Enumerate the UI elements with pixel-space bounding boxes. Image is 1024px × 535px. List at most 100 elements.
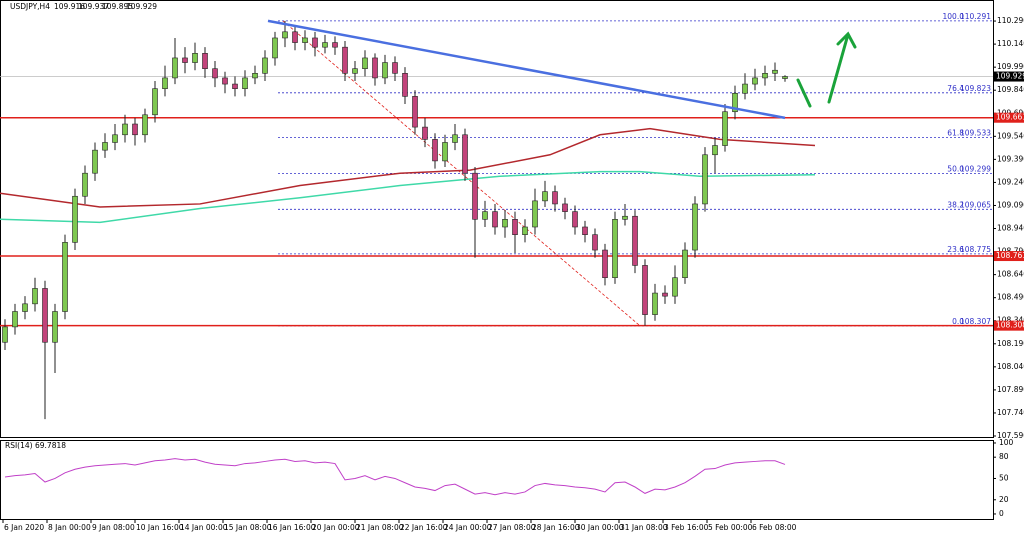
candle-body xyxy=(142,114,148,136)
symbol-title: USDJPY,H4 xyxy=(10,2,50,11)
candle-body xyxy=(782,76,788,79)
candle-body xyxy=(722,111,728,146)
arrow-up xyxy=(827,36,849,104)
fib-level: 38.2 xyxy=(947,200,964,209)
candle-body xyxy=(62,242,68,312)
candle-body xyxy=(82,172,88,197)
candle-body xyxy=(122,123,128,136)
candle-body xyxy=(662,292,668,297)
level-tag xyxy=(994,112,1024,123)
candle-body xyxy=(472,172,478,220)
y-tick-label: 109.390 xyxy=(997,154,1024,163)
candle-body xyxy=(732,92,738,113)
candle-body xyxy=(582,226,588,235)
candle-body xyxy=(692,203,698,251)
candle-body xyxy=(52,311,58,343)
candle-body xyxy=(272,37,278,59)
candle-body xyxy=(12,311,18,328)
rsi-tick-label: 50 xyxy=(999,473,1009,482)
moving-average xyxy=(0,127,816,208)
rsi-panel xyxy=(0,440,994,520)
rsi-tick-label: 0 xyxy=(999,509,1004,518)
x-tick-label: 8 Jan 00:00 xyxy=(48,523,91,532)
candle-body xyxy=(242,77,248,89)
candle-body xyxy=(642,265,648,315)
current-price-tag xyxy=(994,71,1024,82)
candle-body xyxy=(412,96,418,128)
candle-body xyxy=(42,288,48,343)
x-tick-label: 22 Jan 16:00 xyxy=(400,523,448,532)
candle-body xyxy=(772,69,778,74)
level-tag-label: 108.308 xyxy=(996,321,1024,330)
y-tick-label: 109.240 xyxy=(997,177,1024,186)
x-tick-label: 6 Jan 2020 xyxy=(4,523,44,532)
candle-body xyxy=(452,134,458,143)
candle-body xyxy=(162,77,168,89)
candle-body xyxy=(102,142,108,151)
x-tick-label: 5 Feb 00:00 xyxy=(708,523,753,532)
rsi-tick-label: 80 xyxy=(999,452,1009,461)
y-tick-label: 109.840 xyxy=(997,85,1024,94)
candle-body xyxy=(2,326,8,343)
y-tick-label: 108.040 xyxy=(997,362,1024,371)
fib-level: 50.0 xyxy=(947,164,964,173)
moving-average xyxy=(0,170,816,224)
ohlc-high: 109.937 xyxy=(78,2,109,11)
fib-level: 76.4 xyxy=(947,84,964,93)
candle-body xyxy=(522,226,528,235)
fib-price: 108.775 xyxy=(960,245,991,254)
candle-body xyxy=(342,46,348,74)
fib-price: 109.299 xyxy=(960,164,991,173)
rsi-tick-label: 20 xyxy=(999,495,1009,504)
candle-body xyxy=(152,88,158,116)
y-tick-label: 108.340 xyxy=(997,316,1024,325)
candle-body xyxy=(402,73,408,97)
ohlc-open: 109.916 xyxy=(54,2,85,11)
candle-body xyxy=(232,83,238,89)
candle-body xyxy=(432,139,438,162)
x-tick-label: 6 Feb 08:00 xyxy=(752,523,797,532)
candle-body xyxy=(392,62,398,74)
y-tick-label: 107.590 xyxy=(997,431,1024,440)
candle-body xyxy=(252,73,258,79)
y-tick-label: 108.490 xyxy=(997,293,1024,302)
rsi-line xyxy=(4,458,786,496)
fib-level: 0.0 xyxy=(952,317,964,326)
candle-body xyxy=(752,77,758,85)
candle-body xyxy=(112,134,118,143)
y-tick-label: 109.990 xyxy=(997,62,1024,71)
candle-body xyxy=(382,62,388,79)
candle-body xyxy=(442,142,448,162)
candle-body xyxy=(352,68,358,74)
candle-body xyxy=(512,219,518,235)
fib-price: 109.065 xyxy=(960,200,991,209)
fib-price: 109.823 xyxy=(960,84,991,93)
candle-body xyxy=(632,215,638,266)
level-tag-label: 109.661 xyxy=(996,113,1024,122)
y-tick-label: 107.740 xyxy=(997,408,1024,417)
rsi-tick-label: 100 xyxy=(999,438,1014,447)
candle-body xyxy=(22,303,28,312)
candle-body xyxy=(742,83,748,94)
y-tick-label: 109.090 xyxy=(997,200,1024,209)
candle-body xyxy=(372,57,378,79)
candle-body xyxy=(32,288,38,305)
candle-body xyxy=(282,31,288,39)
candle-body xyxy=(192,53,198,63)
level-tag xyxy=(994,320,1024,331)
candle-body xyxy=(622,215,628,220)
y-tick-label: 110.140 xyxy=(997,39,1024,48)
candle-body xyxy=(212,68,218,79)
x-tick-label: 24 Jan 00:00 xyxy=(444,523,492,532)
fib-level: 23.6 xyxy=(947,245,964,254)
ohlc-low: 109.895 xyxy=(102,2,133,11)
candle-body xyxy=(602,249,608,279)
current-price-tag-label: 109.929 xyxy=(996,72,1024,81)
x-tick-label: 27 Jan 08:00 xyxy=(488,523,536,532)
x-tick-label: 10 Jan 16:00 xyxy=(136,523,184,532)
arrows xyxy=(796,31,857,108)
level-tag xyxy=(994,251,1024,262)
candle-body xyxy=(312,37,318,48)
arrow-head xyxy=(836,31,857,49)
